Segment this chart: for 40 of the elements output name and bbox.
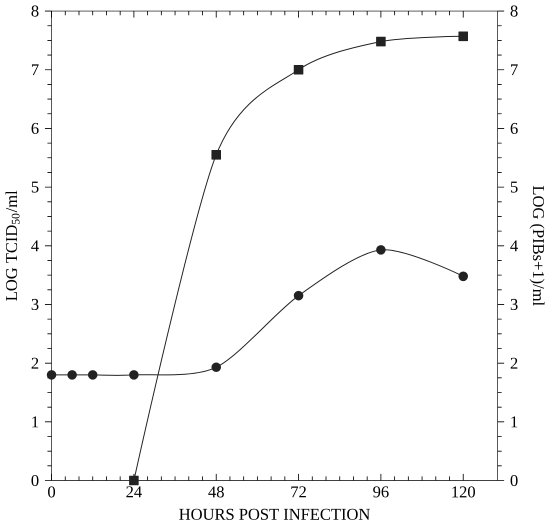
- y-tick-label: 7: [32, 64, 39, 75]
- point: [129, 370, 139, 380]
- y-tick-label: 8: [31, 5, 39, 16]
- y2-tick-label: 7: [511, 64, 518, 75]
- y-tick-label: 6: [32, 122, 39, 134]
- point: [129, 476, 139, 486]
- point: [211, 362, 222, 372]
- point: [376, 244, 386, 254]
- point: [46, 370, 56, 380]
- y2-tick-label: 0: [510, 474, 518, 486]
- x-tick-label: 96: [373, 486, 389, 498]
- y-tick-label: 0: [31, 474, 39, 486]
- point: [294, 64, 304, 74]
- x-tick-label: 120: [452, 486, 475, 498]
- y2-tick-label: 1: [511, 416, 518, 428]
- point: [294, 290, 304, 300]
- point: [376, 36, 386, 46]
- point: [88, 370, 98, 380]
- y-axis-title: LOG TCID$_{50}$/ml: [5, 190, 20, 301]
- x-tick-label: 0: [48, 486, 56, 498]
- x-tick-label: 24: [126, 486, 142, 498]
- x-tick-label: 48: [208, 486, 224, 498]
- y-tick-label: 3: [32, 298, 38, 310]
- y2-tick-label: 6: [510, 122, 518, 134]
- y2-tick-label: 5: [510, 181, 518, 192]
- y2-tick-label: 8: [510, 5, 518, 16]
- point: [211, 150, 222, 160]
- y-tick-label: 5: [32, 181, 38, 192]
- y2-tick-label: 2: [510, 358, 518, 368]
- y2-axis-title: LOG (PIBs+1)/ml: [530, 186, 545, 306]
- point: [458, 31, 468, 41]
- y-tick-label: 2: [32, 358, 38, 368]
- y2-tick-label: 4: [510, 240, 518, 252]
- y-tick-label: 1: [32, 416, 38, 428]
- x-axis-title: HOURS POST INFECTION: [179, 508, 370, 520]
- point: [67, 370, 77, 380]
- y-tick-label: 4: [31, 240, 39, 252]
- y2-tick-label: 3: [510, 298, 518, 310]
- point: [458, 271, 468, 281]
- x-tick-label: 72: [291, 486, 306, 498]
